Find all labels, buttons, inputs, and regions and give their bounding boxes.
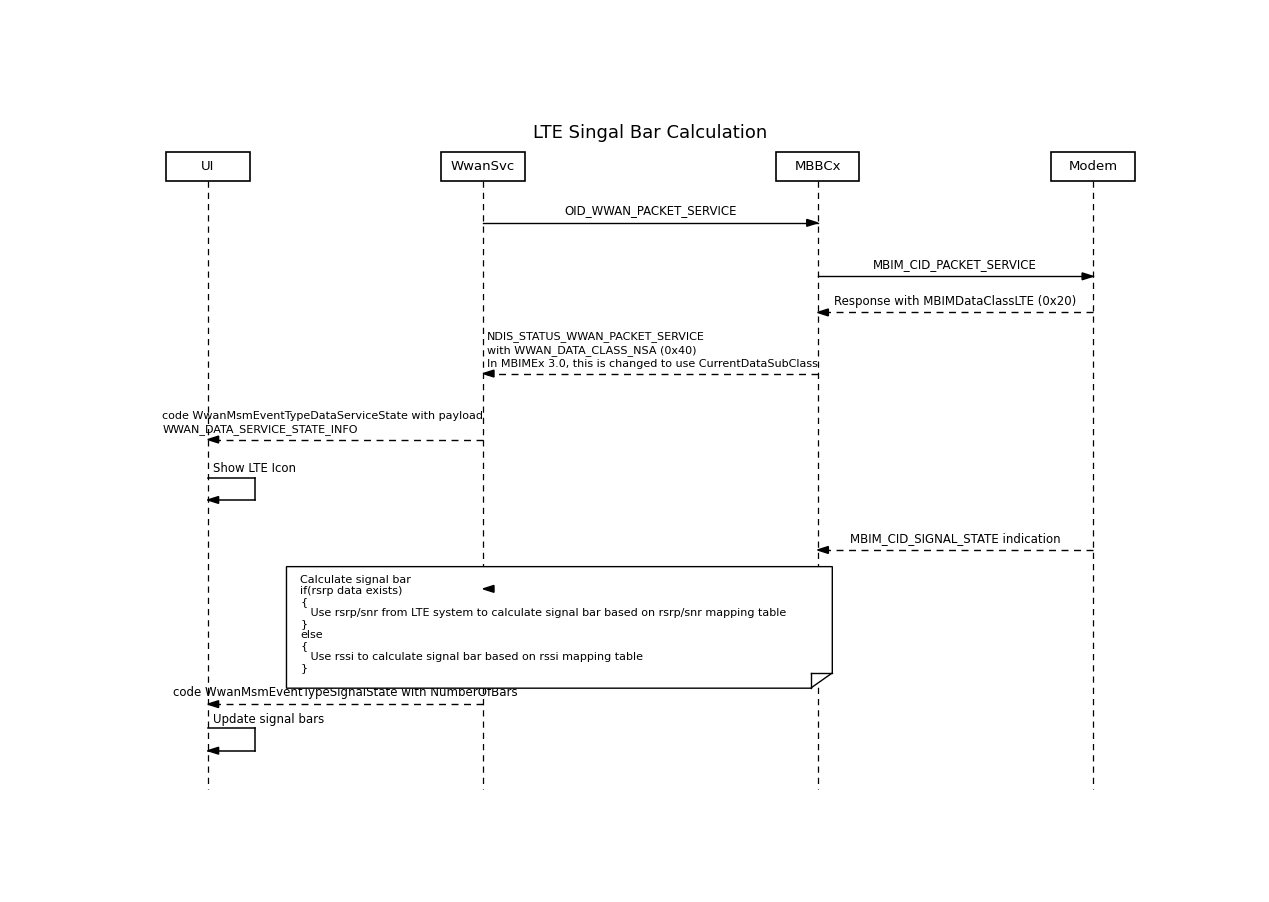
Text: {: { xyxy=(301,597,307,607)
Polygon shape xyxy=(208,747,218,754)
Text: Response with MBIMDataClassLTE (0x20): Response with MBIMDataClassLTE (0x20) xyxy=(834,295,1076,308)
Polygon shape xyxy=(208,701,218,707)
Polygon shape xyxy=(483,585,494,593)
Polygon shape xyxy=(483,370,494,377)
Text: UI: UI xyxy=(201,160,214,173)
Bar xyxy=(442,152,525,181)
Text: if(rsrp data exists): if(rsrp data exists) xyxy=(301,586,402,596)
Text: Show LTE Icon: Show LTE Icon xyxy=(213,462,296,475)
Bar xyxy=(775,152,859,181)
Text: }: } xyxy=(301,619,307,629)
Polygon shape xyxy=(1082,273,1093,280)
Text: Calculate signal bar: Calculate signal bar xyxy=(301,575,411,585)
Text: Modem: Modem xyxy=(1068,160,1118,173)
Polygon shape xyxy=(817,309,829,316)
Text: WwanSvc: WwanSvc xyxy=(450,160,515,173)
Text: }: } xyxy=(301,663,307,673)
Text: MBIM_CID_SIGNAL_STATE indication: MBIM_CID_SIGNAL_STATE indication xyxy=(850,532,1061,545)
Text: Use rsrp/snr from LTE system to calculate signal bar based on rsrp/snr mapping t: Use rsrp/snr from LTE system to calculat… xyxy=(301,608,787,618)
Polygon shape xyxy=(208,436,218,443)
Polygon shape xyxy=(807,219,817,226)
Text: Update signal bars: Update signal bars xyxy=(213,713,324,726)
Text: {: { xyxy=(301,640,307,650)
Text: MBBCx: MBBCx xyxy=(794,160,841,173)
Text: code WwanMsmEventTypeSignalState with NumberOfBars: code WwanMsmEventTypeSignalState with Nu… xyxy=(173,686,518,699)
Text: NDIS_STATUS_WWAN_PACKET_SERVICE
with WWAN_DATA_CLASS_NSA (0x40)
In MBIMEx 3.0, t: NDIS_STATUS_WWAN_PACKET_SERVICE with WWA… xyxy=(487,331,817,369)
Text: code WwanMsmEventTypeDataServiceState with payload
WWAN_DATA_SERVICE_STATE_INFO: code WwanMsmEventTypeDataServiceState wi… xyxy=(162,411,483,435)
Text: LTE Singal Bar Calculation: LTE Singal Bar Calculation xyxy=(533,124,768,142)
Bar xyxy=(1051,152,1134,181)
Polygon shape xyxy=(817,547,829,554)
Text: MBIM_CID_PACKET_SERVICE: MBIM_CID_PACKET_SERVICE xyxy=(873,258,1037,271)
Polygon shape xyxy=(287,566,832,688)
Polygon shape xyxy=(208,496,218,503)
Text: OID_WWAN_PACKET_SERVICE: OID_WWAN_PACKET_SERVICE xyxy=(565,204,736,217)
Text: Use rssi to calculate signal bar based on rssi mapping table: Use rssi to calculate signal bar based o… xyxy=(301,652,643,662)
Bar xyxy=(166,152,250,181)
Text: NDIS_STATUS_WWAN_SIGNAL_STATE: NDIS_STATUS_WWAN_SIGNAL_STATE xyxy=(543,571,758,584)
Text: else: else xyxy=(301,630,322,640)
